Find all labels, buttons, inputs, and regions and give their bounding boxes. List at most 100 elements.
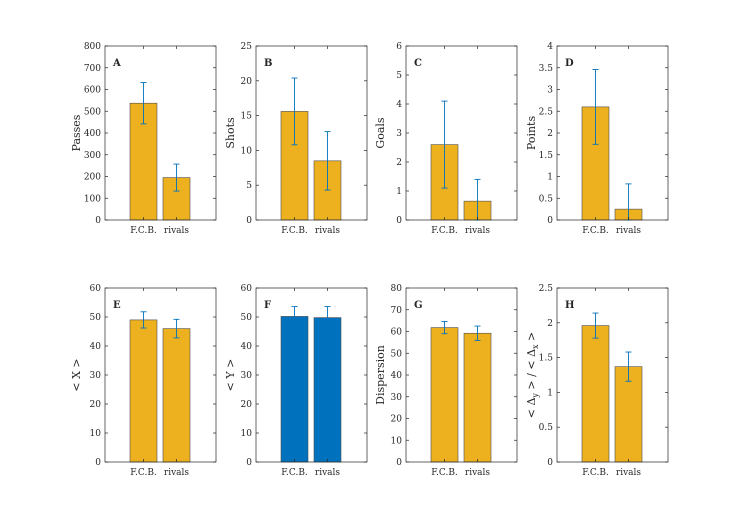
panel-h-errorbar-fcb (592, 312, 599, 339)
panel-d-ytick-label: 3.5 (539, 64, 554, 74)
panel-g-ytick-label: 40 (391, 371, 403, 381)
panel-g-bar-fcb (430, 327, 459, 463)
panel-f: 0 10 20 30 40 50 60 F.C.B. rivals F < Y > (224, 284, 368, 478)
panel-f-ytick-label: 60 (241, 284, 253, 294)
panel-a-ytick-label: 700 (84, 64, 101, 74)
panel-a: 0 100 200 300 400 500 600 700 800 F.C.B. rivals A Pa… (70, 42, 217, 236)
panel-f-xtick-label: rivals (315, 468, 341, 478)
panel-c-ytick-label: 3 (396, 129, 402, 139)
panel-c: 0 1 2 3 4 5 6 F.C.B. rivals C Goals (374, 42, 518, 236)
panel-d-ytick-label: 3 (547, 86, 553, 96)
panel-c-ytick-label: 4 (396, 100, 402, 110)
panel-c-ytick-label: 1 (396, 187, 402, 197)
panel-h-ytick-label: 0 (547, 458, 553, 468)
panel-g-axes (405, 287, 518, 463)
panel-c-axes (405, 45, 518, 221)
panel-d-ytick-label: 0 (547, 216, 553, 226)
panel-e-ytick-label: 30 (90, 371, 102, 381)
panel-c-xtick-label: F.C.B. (431, 226, 458, 236)
panel-h-bar-rivals (614, 366, 643, 463)
panel-c-ytick-label: 0 (396, 216, 402, 226)
panel-c-xtick-label: rivals (465, 226, 491, 236)
panel-b-ylabel: Shots (224, 117, 237, 149)
panel-e-ylabel: < X > (70, 358, 83, 391)
panel-c-errorbar-fcb (441, 100, 448, 189)
panel-h-errorbar-rivals (625, 351, 632, 382)
panel-h-ytick-label: 1.5 (539, 354, 554, 364)
panel-h-xtick-label: rivals (616, 468, 642, 478)
panel-g-ytick-label: 20 (391, 415, 403, 425)
panel-a-ytick-label: 600 (84, 86, 101, 96)
panel-c-ytick-label: 2 (396, 158, 402, 168)
panel-f-axes (255, 287, 368, 463)
panel-e-letter: E (113, 300, 121, 311)
panel-f-ylabel: < Y > (224, 359, 237, 392)
panel-a-errorbar-fcb (140, 82, 147, 125)
panel-g-ytick-label: 50 (391, 349, 403, 359)
panel-d-letter: D (565, 58, 574, 69)
panel-a-ytick-label: 300 (84, 151, 101, 161)
panel-e-xtick-label: F.C.B. (130, 468, 157, 478)
panel-b-ytick-label: 5 (246, 181, 252, 191)
panel-a-ytick-label: 500 (84, 107, 101, 117)
panel-h-axes (556, 287, 669, 463)
panel-a-letter: A (112, 58, 121, 69)
panel-g-ytick-label: 80 (391, 284, 403, 294)
panel-h-letter: H (565, 300, 574, 311)
panel-f-ytick-label: 40 (241, 342, 253, 352)
panel-d-xtick-label: rivals (616, 226, 642, 236)
panel-a-errorbar-rivals (173, 163, 180, 192)
panel-g-errorbar-rivals (474, 325, 481, 341)
panel-d-axes (556, 45, 669, 221)
panel-b-letter: B (264, 58, 272, 69)
panel-h-ytick-label: 2 (547, 319, 553, 329)
panel-g-bar-rivals (463, 332, 492, 463)
panel-f-letter: F (264, 300, 271, 311)
panel-e-xtick-label: rivals (164, 468, 190, 478)
panel-e-bar-rivals (162, 328, 191, 463)
panel-a-axes (104, 45, 217, 221)
panel-g-errorbar-fcb (441, 321, 448, 335)
panel-f-ytick-label: 30 (241, 371, 253, 381)
panel-f-ytick-label: 20 (241, 400, 253, 410)
panel-b-errorbar-fcb (291, 77, 298, 146)
panel-d-ytick-label: 1.5 (539, 151, 554, 161)
panel-h-ytick-label: 1 (547, 388, 553, 398)
panel-e-axes (104, 287, 217, 463)
panel-a-ytick-label: 800 (84, 42, 101, 52)
panel-d-ytick-label: 4 (547, 42, 553, 52)
panel-f-ytick-label: 50 (241, 313, 253, 323)
panel-e-ytick-label: 60 (90, 284, 102, 294)
panel-e-ytick-label: 50 (90, 313, 102, 323)
panel-h-xtick-label: F.C.B. (582, 468, 609, 478)
panel-b: 0 5 10 15 20 25 F.C.B. rivals B Shots (224, 42, 368, 236)
panel-g-ytick-label: 30 (391, 393, 403, 403)
panel-h-ytick-label: 2.5 (539, 284, 554, 294)
panel-h-ytick-label: 0.5 (539, 423, 554, 433)
panel-e-ytick-label: 20 (90, 400, 102, 410)
panel-a-ytick-label: 400 (84, 129, 101, 139)
panel-d-ytick-label: 2.5 (539, 107, 554, 117)
panel-d: 0 0.5 1 1.5 2 2.5 3 3.5 4 F.C.B. rivals D Points (525, 42, 669, 236)
panel-a-ytick-label: 200 (84, 173, 101, 183)
panel-b-xtick-label: rivals (315, 226, 341, 236)
panel-h: 0 0.5 1 1.5 2 2.5 F.C.B. rivals H < Δy > / < Δx > (525, 284, 669, 478)
panel-e-bar-fcb (129, 319, 158, 463)
panel-b-ytick-label: 25 (241, 42, 253, 52)
panel-b-ytick-label: 10 (241, 146, 253, 156)
panel-e-errorbar-fcb (140, 311, 147, 329)
panel-h-bar-fcb (581, 325, 610, 463)
panel-b-ytick-label: 20 (241, 77, 253, 87)
panel-a-ytick-label: 0 (95, 216, 101, 226)
panel-d-ytick-label: 2 (547, 129, 553, 139)
panel-a-ylabel: Passes (70, 114, 83, 151)
panel-f-errorbar-fcb (291, 306, 298, 327)
panel-g-ylabel: Dispersion (374, 345, 387, 405)
panel-g-ytick-label: 70 (391, 306, 403, 316)
panel-b-errorbar-rivals (324, 131, 331, 191)
panel-a-xtick-label: F.C.B. (130, 226, 157, 236)
panel-b-axes (255, 45, 368, 221)
panel-c-ytick-label: 6 (396, 42, 402, 52)
panel-c-letter: C (414, 58, 422, 69)
